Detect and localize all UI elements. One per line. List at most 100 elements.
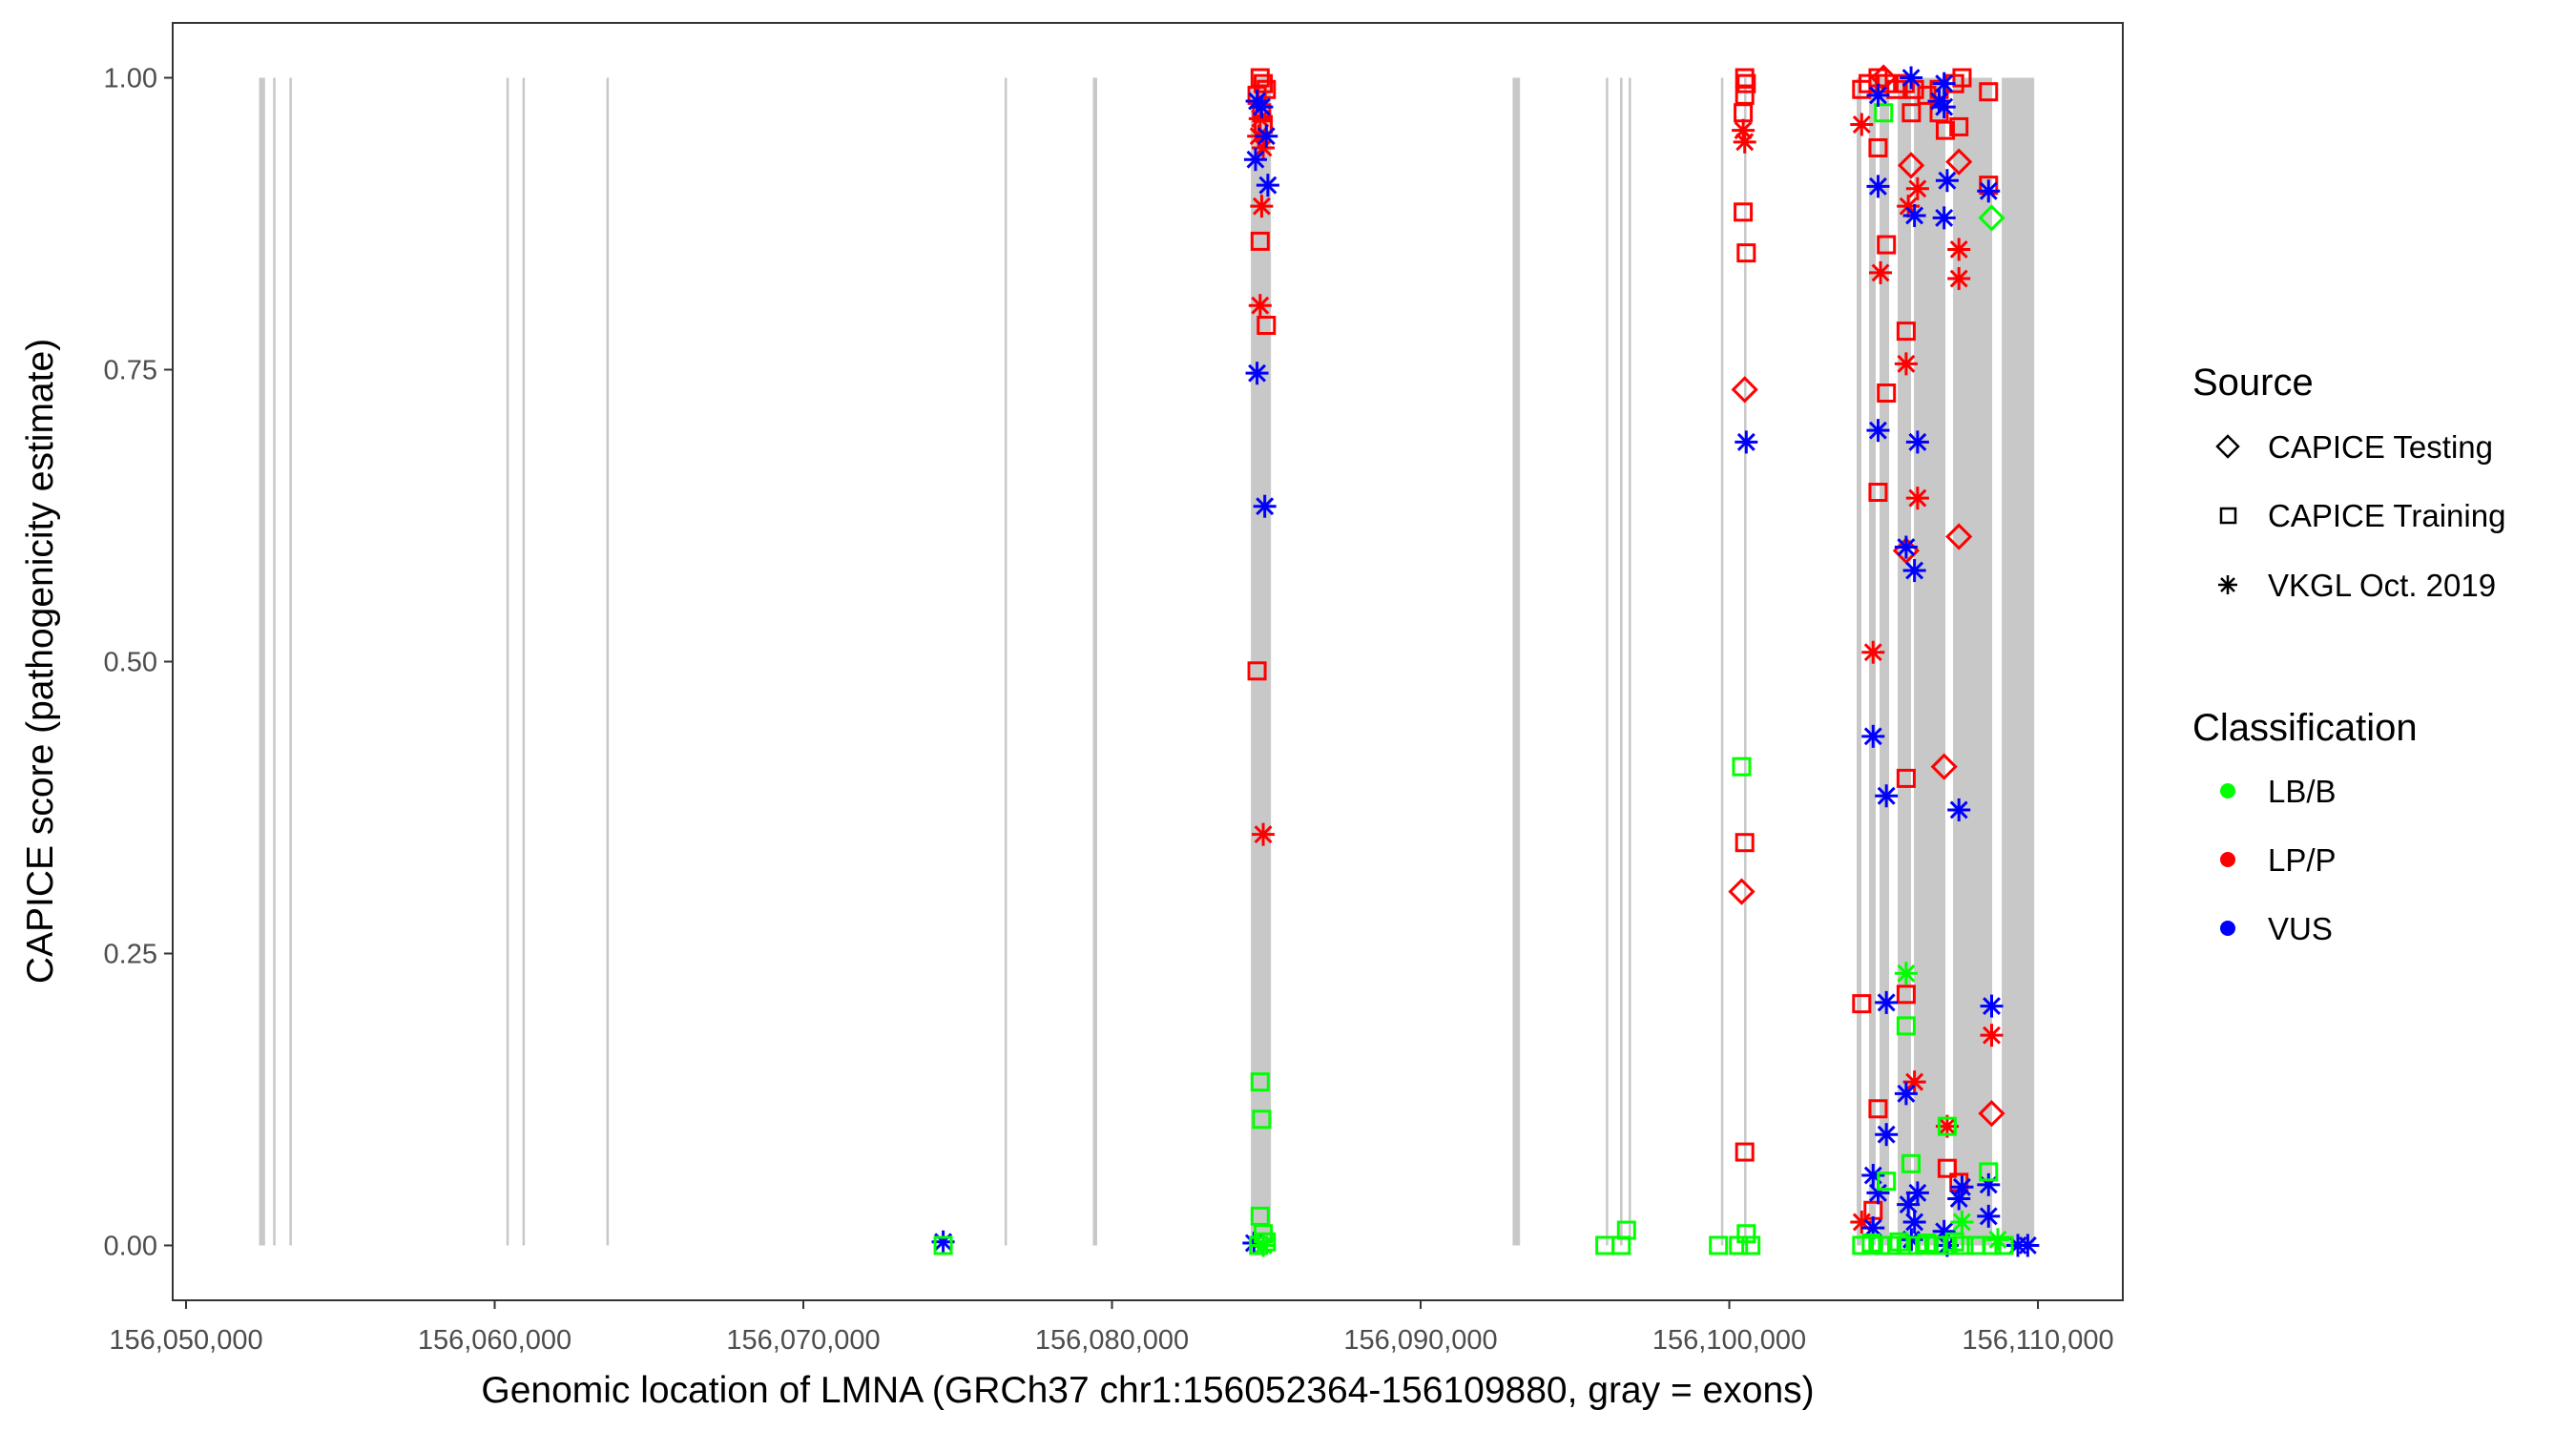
point-vkgl xyxy=(1950,1210,1974,1234)
point-vkgl xyxy=(1252,822,1276,846)
point-capice-training xyxy=(1254,73,1274,93)
point-vkgl xyxy=(1850,113,1874,136)
point-capice-training xyxy=(1257,316,1277,336)
exon-band xyxy=(522,77,526,1246)
legend-source-title: Source xyxy=(2192,362,2314,404)
point-vkgl xyxy=(1866,175,1890,198)
point-vkgl xyxy=(1905,1181,1929,1205)
point-capice-training xyxy=(1868,483,1888,503)
x-tick-label: 156,070,000 xyxy=(726,1325,880,1356)
point-vkgl xyxy=(1985,1228,2009,1252)
y-axis-ticks: 0.00 0.25 0.50 0.75 1.00 xyxy=(104,64,173,1261)
x-tick-label: 156,080,000 xyxy=(1035,1325,1189,1356)
x-tick-label: 156,090,000 xyxy=(1343,1325,1497,1356)
point-vkgl xyxy=(1243,148,1267,172)
point-vkgl xyxy=(1900,66,1923,90)
point-vkgl xyxy=(1947,798,1971,821)
x-tick-label: 156,050,000 xyxy=(109,1325,262,1356)
exon-band xyxy=(1744,77,1747,1246)
exon-band xyxy=(1914,77,1946,1246)
point-vkgl xyxy=(1932,72,1956,95)
point-capice-training xyxy=(1877,383,1897,403)
exon-band xyxy=(259,77,265,1246)
point-vkgl xyxy=(1902,1070,1926,1094)
data-points xyxy=(931,64,2040,1257)
point-vkgl xyxy=(1735,430,1758,454)
point-capice-training xyxy=(1709,1235,1729,1255)
point-vkgl xyxy=(1977,179,2001,203)
point-capice-training xyxy=(1877,235,1897,255)
point-vkgl xyxy=(1250,95,1274,119)
point-vkgl xyxy=(1897,1192,1921,1216)
point-capice-training xyxy=(1729,1235,1749,1255)
point-capice-testing xyxy=(1945,523,1973,550)
exon-band xyxy=(1880,77,1890,1246)
y-tick-label: 0.25 xyxy=(104,939,157,969)
point-vkgl xyxy=(1935,169,1959,193)
point-vkgl xyxy=(1947,267,1971,291)
point-vkgl xyxy=(1897,195,1921,218)
point-capice-training xyxy=(1741,1235,1761,1255)
legend-label: LB/B xyxy=(2268,774,2337,809)
point-vkgl xyxy=(1902,1210,1926,1234)
point-vkgl xyxy=(1255,124,1278,148)
point-vkgl xyxy=(1905,430,1929,454)
point-capice-testing xyxy=(1945,148,1973,176)
legend-label: CAPICE Testing xyxy=(2268,429,2493,465)
exon-band xyxy=(1720,77,1724,1246)
point-capice-training xyxy=(1982,1235,2002,1255)
legend-item-capice-testing: CAPICE Testing xyxy=(2215,429,2493,465)
point-capice-training xyxy=(1734,202,1754,222)
y-tick-label: 0.75 xyxy=(104,356,157,386)
y-tick-label: 1.00 xyxy=(104,64,157,94)
exon-band xyxy=(1857,77,1862,1246)
point-capice-training xyxy=(1979,82,1999,102)
point-capice-training xyxy=(1877,1172,1897,1192)
point-vkgl xyxy=(1905,487,1929,510)
legend-item-lb-b: LB/B xyxy=(2220,774,2337,809)
point-capice-training xyxy=(1901,1153,1922,1173)
exon-band xyxy=(1606,77,1609,1246)
exon-band xyxy=(1629,77,1631,1246)
y-axis-title: CAPICE score (pathogenicity estimate) xyxy=(20,339,61,984)
point-vkgl xyxy=(1248,107,1272,131)
point-capice-training xyxy=(1852,79,1872,99)
point-vkgl xyxy=(1902,559,1926,583)
point-capice-training xyxy=(1935,120,1955,140)
x-axis-ticks: 156,050,000 156,060,000 156,070,000 156,080… xyxy=(109,1300,2114,1356)
point-vkgl xyxy=(1733,130,1756,154)
point-vkgl xyxy=(1252,1234,1276,1257)
exon-band xyxy=(1512,77,1521,1246)
x-axis-title: Genomic location of LMNA (GRCh37 chr1:15… xyxy=(481,1370,1814,1411)
point-capice-testing xyxy=(1978,204,2005,232)
point-vkgl xyxy=(1927,90,1951,114)
legend-item-vkgl: VKGL Oct. 2019 xyxy=(2218,568,2496,603)
exon-band xyxy=(506,77,509,1246)
exon-band xyxy=(289,77,292,1246)
point-vkgl xyxy=(1869,260,1893,284)
point-capice-training xyxy=(1250,1072,1270,1092)
point-vkgl xyxy=(1894,1082,1918,1106)
x-tick-label: 156,110,000 xyxy=(1962,1325,2113,1356)
x-tick-label: 156,100,000 xyxy=(1652,1325,1806,1356)
point-capice-testing xyxy=(1930,753,1958,780)
exon-band xyxy=(1898,77,1912,1246)
point-vkgl xyxy=(2016,1234,2040,1257)
point-vkgl xyxy=(1902,203,1926,227)
point-capice-training xyxy=(1949,116,1969,136)
point-vkgl xyxy=(1252,135,1276,159)
point-vkgl xyxy=(1875,784,1899,808)
exon-band xyxy=(606,77,610,1246)
point-vkgl xyxy=(1932,206,1956,230)
y-tick-label: 0.00 xyxy=(104,1231,157,1261)
point-capice-training xyxy=(1937,1116,1957,1136)
point-vkgl xyxy=(1732,118,1755,142)
legend: Source CAPICE Testing CAPICE Training VK… xyxy=(2192,362,2505,946)
legend-label: VKGL Oct. 2019 xyxy=(2268,568,2496,603)
point-capice-training xyxy=(1874,103,1894,123)
point-capice-training xyxy=(1250,231,1270,251)
point-capice-training xyxy=(1952,68,1972,88)
exon-band xyxy=(1004,77,1008,1246)
plot-panel-background xyxy=(173,23,2123,1300)
